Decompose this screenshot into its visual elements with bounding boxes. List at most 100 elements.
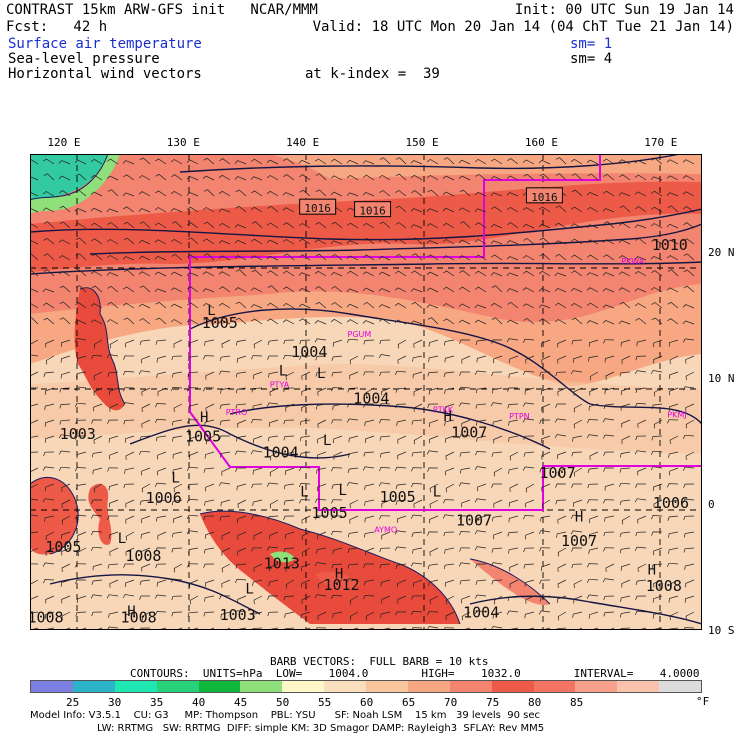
wind-barb [634,191,647,197]
model-title: CONTRAST 15km ARW-GFS init NCAR/MMM [6,2,318,18]
wind-barb [397,595,407,604]
wind-barb [508,547,519,554]
wind-barb [285,563,295,572]
high-pressure-marker: H [200,410,208,426]
wind-barb [634,402,647,408]
wind-barb [349,611,359,621]
wind-barb [108,483,119,491]
wind-barb [587,563,599,568]
lon-label: 130 E [166,136,200,149]
wind-barb [491,285,503,293]
wind-barb [75,419,87,425]
wind-barb [474,286,487,293]
wind-barb [30,403,39,407]
wind-barb [554,240,567,245]
pressure-label: 1005 [380,488,416,506]
wind-barb [234,239,247,245]
wind-barb [42,498,55,503]
colorbar-tick: 55 [318,696,332,709]
wind-barb [650,255,663,261]
wind-barb [154,222,167,229]
wind-barb [251,547,263,552]
wind-barb [572,499,583,507]
wind-barb [331,387,343,392]
wind-barb [603,173,615,181]
wind-barb [235,301,247,309]
wind-barb [651,403,663,410]
wind-barb [395,157,407,165]
wind-barb [316,467,327,474]
wind-barb [634,302,647,309]
wind-barb [187,563,199,568]
wind-barb [603,531,615,537]
wind-barb [74,402,87,407]
wind-barb [59,317,71,325]
wind-barb [378,318,391,325]
wind-barb [683,206,695,213]
wind-barb [635,355,647,361]
wind-barb [634,270,647,277]
wind-barb [653,499,663,508]
wind-barb [44,515,55,522]
wind-barb [139,595,150,600]
wind-barb [203,238,215,245]
pressure-label: 1005 [312,504,348,522]
wind-barb [379,547,391,553]
lat-label: 10 S [708,624,735,637]
wind-barb [331,254,343,261]
wind-barb [507,595,519,601]
wind-barb [474,370,487,375]
wind-barb [650,466,663,471]
wind-barb [602,434,615,439]
wind-barb [346,418,359,423]
wind-barb [267,355,278,360]
wind-barb [428,339,439,347]
wind-barb [602,158,615,165]
wind-barb [587,499,599,504]
wind-barb [93,403,103,412]
wind-barb [330,191,343,197]
wind-barb [525,499,535,508]
wind-barb [315,371,327,377]
wind-barb [490,223,503,229]
wind-barb [490,626,503,630]
wind-barb [138,191,151,197]
wind-barb [299,355,310,360]
wind-barb [602,288,615,293]
wind-barb [331,499,343,504]
wind-barb [123,174,135,181]
wind-barb [93,339,103,349]
wind-barb [587,173,599,181]
wind-barb [93,371,103,381]
wind-barb [75,499,86,504]
wind-barb [379,221,391,229]
colorbar-segment [198,681,241,692]
wind-barb [76,595,87,603]
wind-barb [60,579,71,587]
pressure-label: 1005 [185,427,221,445]
wind-barb [493,467,503,477]
wind-barb [75,467,87,472]
wind-barb [539,173,551,181]
wind-barb [283,515,295,521]
wind-barb [635,387,647,393]
wind-barb [333,579,343,589]
wind-barb [411,270,423,277]
wind-barb [266,175,279,181]
wind-barb [443,531,455,537]
wind-barb [554,434,567,439]
wind-barb [315,253,327,261]
wind-barb [557,547,567,557]
wind-barb [667,205,679,213]
wind-barb [507,531,519,537]
wind-barb [378,467,391,472]
wind-barb [218,319,231,325]
wind-barb [154,207,167,213]
wind-barb [205,403,215,412]
wind-barb [187,222,199,229]
wind-barb [538,270,551,277]
wind-barb [187,237,199,245]
wind-barb [522,370,535,375]
wind-barb [667,515,679,521]
wind-barb [426,208,439,213]
